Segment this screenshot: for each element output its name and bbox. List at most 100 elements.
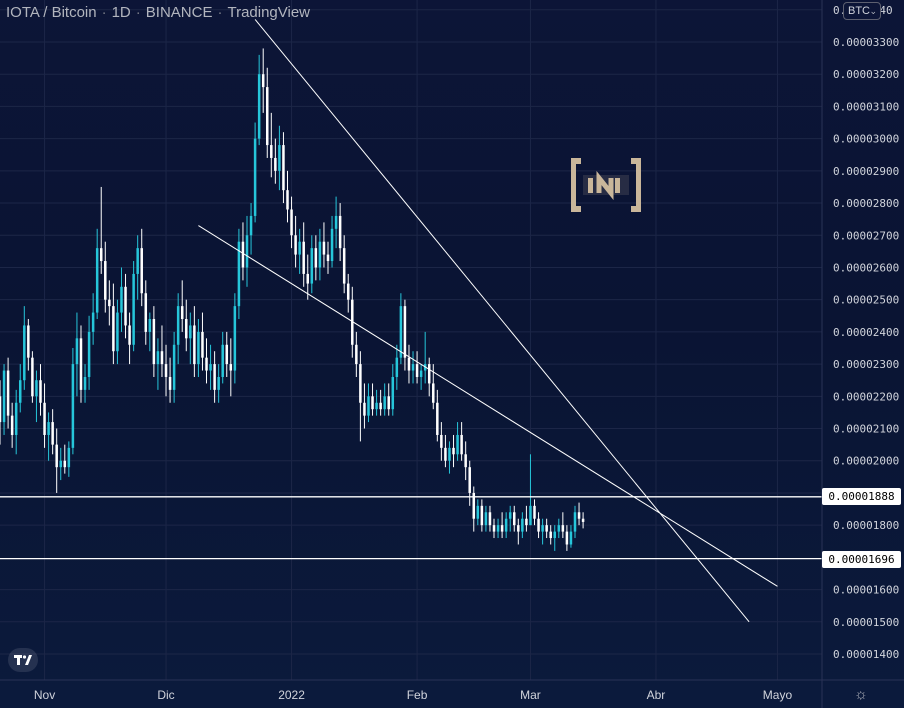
candle-body <box>411 364 415 371</box>
candle <box>351 286 354 358</box>
candle-body <box>444 447 447 461</box>
candle <box>561 512 565 539</box>
candle-body <box>351 299 354 345</box>
candle <box>237 228 241 320</box>
candle <box>334 196 338 249</box>
candle-body <box>2 370 6 423</box>
candle-body <box>529 505 532 526</box>
candle <box>448 441 451 474</box>
currency-dropdown[interactable]: BTC ⌄ <box>843 2 881 20</box>
candle-body <box>6 370 10 416</box>
candle-body <box>338 215 342 249</box>
candle-body <box>334 215 338 229</box>
candle-body <box>35 380 38 397</box>
candle-body <box>180 306 184 320</box>
candle <box>128 312 131 365</box>
candle <box>185 299 188 352</box>
y-tick-label: 0.00002000 <box>833 455 899 468</box>
settings-gear-icon[interactable]: ☼ <box>854 686 868 703</box>
candle <box>379 389 382 416</box>
candle <box>452 434 455 468</box>
candle <box>371 383 374 416</box>
candle <box>221 331 224 384</box>
candle-body <box>375 402 378 410</box>
price-axis[interactable]: 0.00001400 0.00001500 0.00001600 0.00001800… <box>821 0 899 708</box>
candle <box>355 331 358 377</box>
candle-body <box>59 460 62 468</box>
chevron-down-icon: ⌄ <box>869 6 877 16</box>
candle <box>189 312 192 365</box>
candle <box>2 364 6 435</box>
candle <box>67 441 71 477</box>
candle <box>440 422 443 461</box>
candle <box>529 454 532 526</box>
x-tick-label: Nov <box>34 688 55 702</box>
candle <box>253 122 257 223</box>
candle-body <box>310 248 314 284</box>
candle-body <box>399 306 403 358</box>
candle-body <box>322 241 326 255</box>
candle <box>517 518 520 545</box>
x-tick-label: 2022 <box>278 688 305 702</box>
candle-body <box>10 415 14 435</box>
candle <box>270 112 273 178</box>
tradingview-logo-icon[interactable] <box>8 648 38 672</box>
candle <box>496 518 500 539</box>
candle <box>152 306 156 377</box>
interval-label[interactable]: 1D <box>111 4 131 21</box>
candle-body <box>265 87 269 146</box>
candle-body <box>517 525 520 532</box>
candle-body <box>367 396 370 416</box>
time-axis[interactable]: Nov Dic 2022 Feb Mar Abr Mayo <box>0 679 904 702</box>
candle-body <box>355 344 358 365</box>
candle-body <box>432 383 435 403</box>
candle <box>391 364 395 416</box>
pair-label: IOTA / Bitcoin <box>6 4 97 21</box>
upper-level-price-label: 0.00001888 <box>822 488 901 505</box>
candle <box>330 215 334 268</box>
candle <box>419 364 423 390</box>
candle-body <box>468 467 471 493</box>
x-tick-label: Feb <box>407 688 428 702</box>
candle <box>476 499 480 526</box>
candle-body <box>14 402 18 435</box>
candle-body <box>525 518 528 526</box>
beincrypto-watermark-icon <box>571 158 641 212</box>
candle <box>310 235 314 294</box>
candle <box>577 502 581 526</box>
candle-body <box>545 525 548 532</box>
candle <box>423 331 427 384</box>
candle <box>59 447 62 481</box>
candle-body <box>472 492 476 519</box>
candle-body <box>330 228 334 262</box>
candle <box>500 512 504 539</box>
candle <box>302 222 305 287</box>
candle <box>75 312 79 397</box>
candle <box>513 505 516 532</box>
candle <box>168 357 172 403</box>
candle-body <box>314 248 318 268</box>
candle <box>581 512 585 529</box>
candle <box>541 518 544 545</box>
candle-body <box>168 376 172 390</box>
y-tick-label: 0.00003200 <box>833 68 899 81</box>
candle <box>51 409 54 455</box>
candle <box>569 525 573 548</box>
candle <box>156 338 160 390</box>
candle <box>193 306 196 377</box>
candle-body <box>395 357 399 377</box>
candle <box>108 280 111 326</box>
candle <box>286 170 289 223</box>
candle-body <box>79 338 83 390</box>
candle <box>407 344 411 384</box>
candle-body <box>557 525 561 532</box>
candle <box>346 273 350 313</box>
candle-body <box>71 364 75 448</box>
candle <box>533 499 536 526</box>
candle <box>209 344 212 390</box>
candle <box>278 125 281 191</box>
x-tick-label: Dic <box>157 688 174 702</box>
candle <box>265 67 269 158</box>
candlestick-series <box>0 48 585 551</box>
